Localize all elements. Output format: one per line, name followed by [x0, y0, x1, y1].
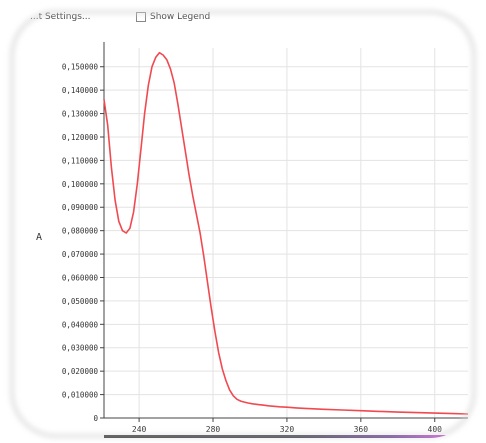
y-tick-labels: 0 0,010000 0,020000 0,030000 0,040000 0,05000… [62, 63, 104, 423]
x-tick-label: 240 [132, 425, 147, 434]
x-tick-label: 320 [280, 425, 295, 434]
y-tick-label: 0,080000 [62, 227, 99, 236]
y-tick-label: 0,070000 [62, 250, 99, 259]
y-tick-label: 0,060000 [62, 273, 99, 282]
spectrum-color-bar [104, 435, 464, 443]
y-tick-label: 0,130000 [62, 110, 99, 119]
y-tick-label: 0,040000 [62, 320, 99, 329]
y-tick-label: 0,150000 [62, 63, 99, 72]
x-tick-label: 400 [428, 425, 443, 434]
y-tick-label: 0,030000 [62, 344, 99, 353]
y-tick-label: 0,050000 [62, 297, 99, 306]
y-tick-label: 0,090000 [62, 203, 99, 212]
series-line [104, 53, 468, 414]
grid-lines [104, 48, 468, 418]
x-tick-label: 280 [206, 425, 221, 434]
y-tick-label: 0,020000 [62, 367, 99, 376]
y-axis-label: A [36, 232, 42, 243]
y-tick-label: 0 [93, 414, 98, 423]
x-tick-labels: 240 280 320 360 400 [132, 418, 442, 434]
x-tick-label: 360 [354, 425, 369, 434]
axes [104, 42, 468, 418]
y-tick-label: 0,010000 [62, 391, 99, 400]
series-group [104, 53, 468, 414]
y-tick-label: 0,140000 [62, 86, 99, 95]
y-tick-label: 0,100000 [62, 180, 99, 189]
y-tick-label: 0,110000 [62, 156, 99, 165]
y-tick-label: 0,120000 [62, 133, 99, 142]
